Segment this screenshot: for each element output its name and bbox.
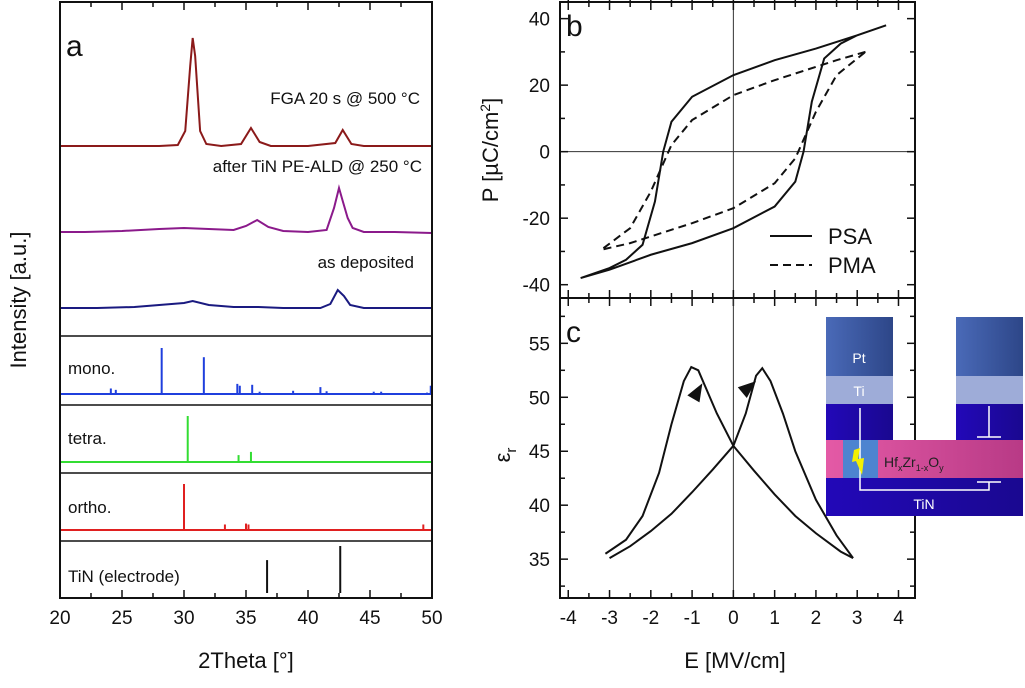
ref-label-mono: mono. — [68, 359, 115, 378]
x-tick-label: -3 — [601, 608, 618, 629]
y-axis-label-c: εr — [490, 448, 520, 463]
series-label-asdep: as deposited — [318, 253, 414, 272]
lightning-icon — [852, 448, 864, 475]
x-tick-label: 30 — [173, 608, 194, 629]
x-tick-label: 50 — [421, 608, 442, 629]
y-tick-label: 0 — [539, 143, 550, 164]
y-tick-label: 50 — [529, 388, 550, 409]
ref-label-tin: TiN (electrode) — [68, 567, 180, 586]
x-tick-label: 45 — [359, 608, 380, 629]
hysteresis-pma — [600, 50, 867, 251]
x-tick-label: -4 — [560, 608, 577, 629]
inset-label-pt: Pt — [852, 350, 865, 366]
x-tick-label: 1 — [769, 608, 780, 629]
panel-label-a: a — [66, 30, 83, 63]
x-tick-label: 40 — [297, 608, 318, 629]
ref-label-tetra: tetra. — [68, 429, 107, 448]
ti-layer-left — [826, 376, 893, 404]
xrd-trace-2 — [60, 288, 432, 309]
y-axis-label-a: Intensity [a.u.] — [6, 232, 31, 369]
x-tick-label: 25 — [111, 608, 132, 629]
y-tick-label: 55 — [529, 334, 550, 355]
y-tick-label: 40 — [529, 10, 550, 31]
legend-pma-label: PMA — [828, 253, 876, 278]
panel-a: 20 25 30 35 40 45 50 — [49, 1, 443, 629]
arrow-icon-sweep-up — [737, 381, 757, 399]
x-axis-label-a: 2Theta [°] — [198, 648, 294, 673]
inset-label-tin: TiN — [913, 496, 934, 512]
permittivity-sweep-down — [604, 365, 854, 559]
x-tick-label: 35 — [235, 608, 256, 629]
permittivity-sweep-up — [609, 366, 854, 559]
y-tick-label: 45 — [529, 442, 550, 463]
x-tick-label: -1 — [684, 608, 701, 629]
tin-bottom-electrode — [826, 478, 1023, 516]
inset-label-ti: Ti — [853, 383, 864, 399]
series-label-peald: after TiN PE-ALD @ 250 °C — [213, 157, 422, 176]
x-tick-label: -2 — [642, 608, 659, 629]
x-tick-label: 3 — [852, 608, 863, 629]
xrd-trace-0 — [60, 37, 432, 148]
hysteresis-psa — [580, 24, 887, 280]
series-label-fga: FGA 20 s @ 500 °C — [270, 89, 420, 108]
x-tick-label: 4 — [893, 608, 904, 629]
y-axis-label-b: P [µC/cm2] — [477, 98, 503, 202]
ti-layer-right — [956, 376, 1023, 404]
inset-label-hzo: HfxZr1-xOy — [884, 454, 944, 473]
y-tick-label: 40 — [529, 496, 550, 517]
circuit-wire — [859, 408, 990, 491]
xrd-trace-1 — [60, 184, 433, 234]
arrow-icon-sweep-down — [687, 383, 703, 403]
legend-psa-label: PSA — [828, 224, 872, 249]
device-stack-inset: Pt Ti HfxZr1-xOy TiN — [826, 317, 1023, 516]
y-tick-label: -40 — [523, 276, 550, 297]
panel-label-c: c — [566, 316, 581, 349]
x-axis-label-c: E [MV/cm] — [684, 648, 785, 673]
panel-b: 40 20 0 -20 -40 — [523, 0, 916, 306]
y-tick-label: 20 — [529, 76, 550, 97]
pt-layer-left — [826, 317, 893, 376]
y-tick-label: -20 — [523, 209, 550, 230]
x-tick-label: 2 — [811, 608, 822, 629]
panel-label-b: b — [566, 10, 583, 43]
ref-label-ortho: ortho. — [68, 498, 111, 517]
x-tick-label: 20 — [49, 608, 70, 629]
y-tick-label: 35 — [529, 550, 550, 571]
pt-layer-right — [956, 317, 1023, 376]
x-tick-label: 0 — [728, 608, 739, 629]
